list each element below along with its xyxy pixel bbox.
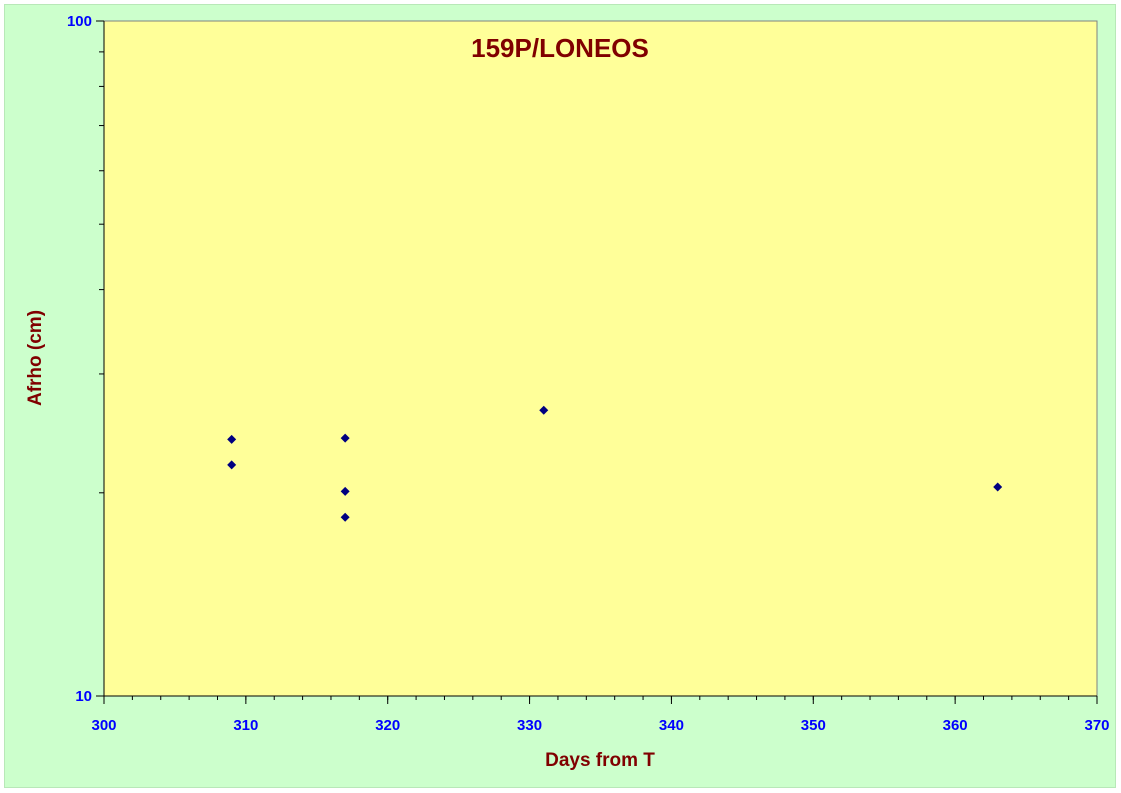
data-points xyxy=(227,405,1003,522)
y-tick-label: 100 xyxy=(67,13,92,30)
x-tick-label: 340 xyxy=(659,717,684,734)
x-tick-label: 310 xyxy=(233,717,258,734)
y-tick-label: 10 xyxy=(75,688,92,705)
plot-area xyxy=(103,20,1098,697)
data-point xyxy=(340,486,350,496)
y-axis-label: Afrho (cm) xyxy=(25,310,46,406)
x-axis-label: Days from T xyxy=(545,750,655,771)
x-tick-label: 360 xyxy=(943,717,968,734)
x-tick-label: 330 xyxy=(517,717,542,734)
data-point xyxy=(227,434,237,444)
chart-title: 159P/LONEOS xyxy=(471,33,649,63)
x-axis: 300 310 320 330 340 350 360 370 xyxy=(91,695,1110,734)
x-tick-label: 350 xyxy=(801,717,826,734)
data-point xyxy=(340,512,350,522)
y-axis: 10 100 xyxy=(67,13,105,705)
x-tick-label: 300 xyxy=(91,717,116,734)
data-point xyxy=(993,482,1003,492)
x-tick-label: 320 xyxy=(375,717,400,734)
data-point xyxy=(539,405,549,415)
data-point xyxy=(227,460,237,470)
x-tick-label: 370 xyxy=(1084,717,1109,734)
data-point xyxy=(340,433,350,443)
